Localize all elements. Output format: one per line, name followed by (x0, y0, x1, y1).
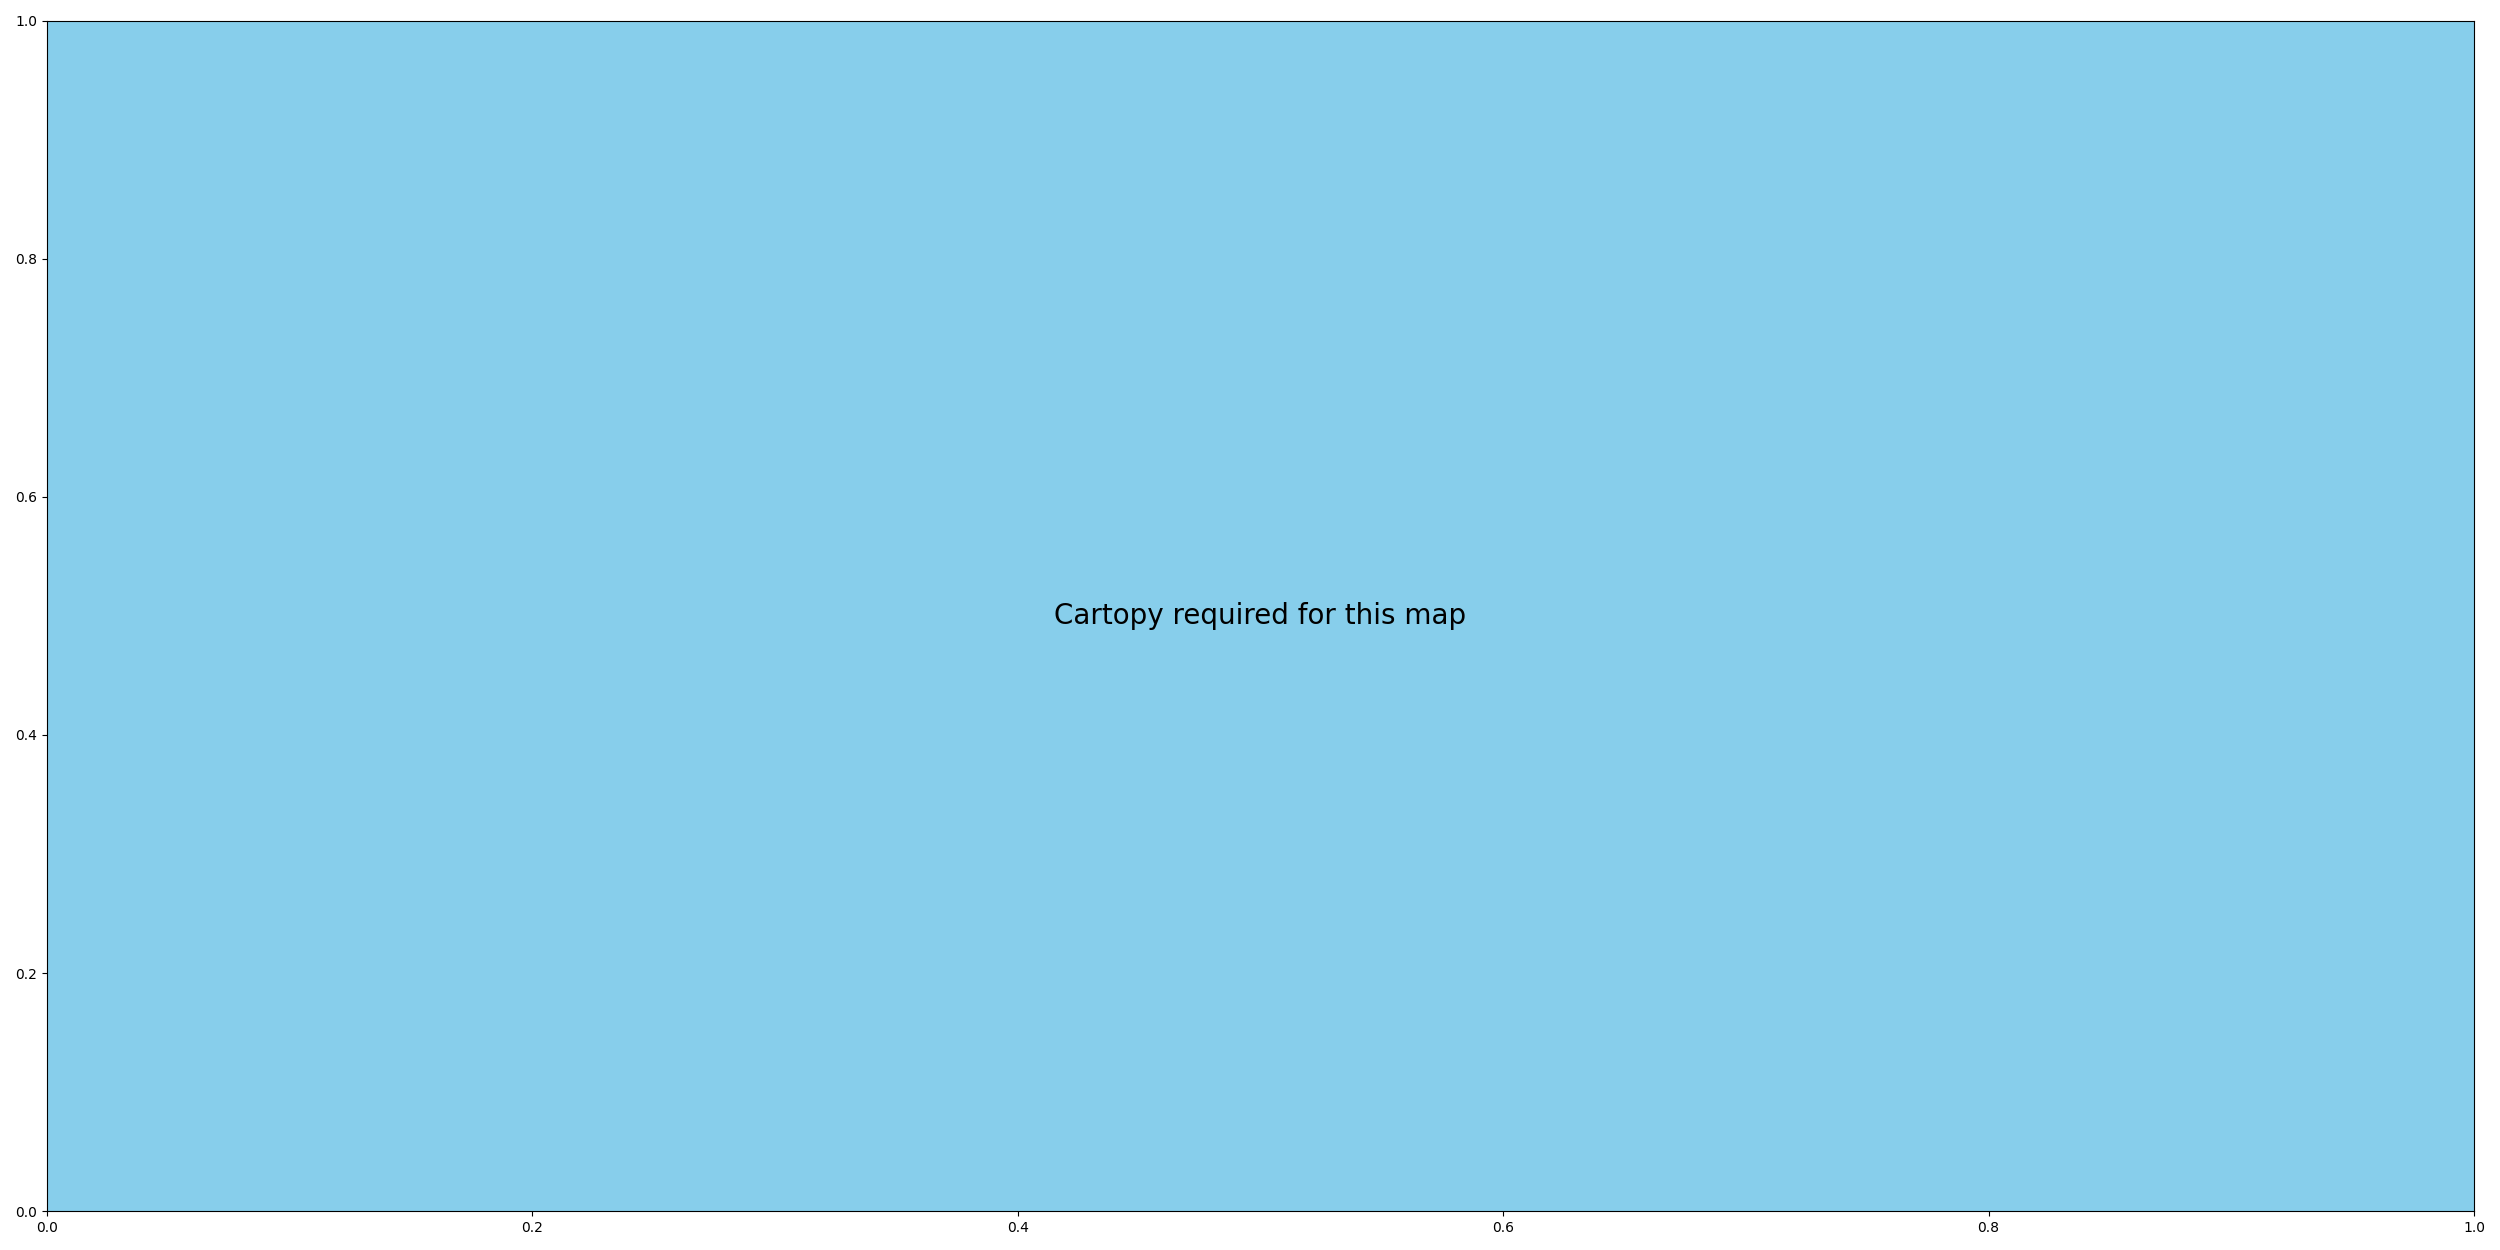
Text: Cartopy required for this map: Cartopy required for this map (1055, 602, 1468, 630)
